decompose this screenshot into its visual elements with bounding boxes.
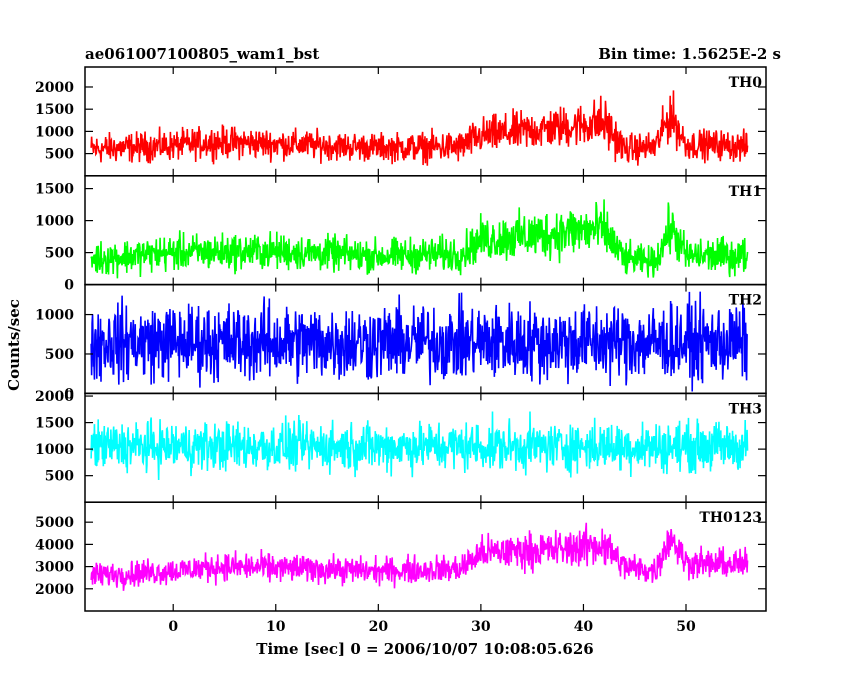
- y-axis-label: Counts/sec: [5, 299, 23, 391]
- panel-label: TH2: [729, 293, 762, 309]
- y-tick-label: 1500: [35, 416, 74, 432]
- panels-group: 500 1000 1500 2000 TH0 0 500 1000 1500 TH1 0 500 100…: [35, 66, 767, 612]
- y-tick-label: 2000: [35, 389, 74, 405]
- y-tick-label: 500: [45, 469, 74, 485]
- bin-time-label: Bin time: 1.5625E-2 s: [598, 45, 781, 63]
- panel-frame: [84, 501, 767, 612]
- series-th1: [90, 199, 749, 279]
- y-tick-label: 3000: [35, 560, 74, 576]
- plot-title: ae061007100805_wam1_bst: [85, 45, 319, 63]
- y-tick-label: 500: [45, 246, 74, 262]
- series-th3: [90, 411, 749, 480]
- panel-label: TH3: [729, 401, 762, 417]
- y-tick-label: 500: [45, 147, 74, 163]
- y-tick-label: 1000: [35, 442, 74, 458]
- x-axis-label: Time [sec] 0 = 2006/10/07 10:08:05.626: [256, 640, 593, 658]
- x-tick-label: 30: [471, 619, 491, 635]
- x-tick-label: 10: [266, 619, 286, 635]
- y-tick-label: 0: [64, 278, 74, 294]
- panel-label: TH1: [729, 184, 762, 200]
- x-tick-label: 0: [168, 619, 178, 635]
- panel-frame: [84, 175, 767, 286]
- y-tick-label: 500: [45, 347, 74, 363]
- panel-th3: 500 1000 1500 2000 TH3: [35, 389, 767, 503]
- x-tick-label: 40: [574, 619, 594, 635]
- y-tick-label: 4000: [35, 537, 74, 553]
- series-th0123: [90, 522, 749, 591]
- y-tick-label: 1500: [35, 102, 74, 118]
- panel-th0: 500 1000 1500 2000 TH0: [35, 66, 767, 177]
- panel-th1: 0 500 1000 1500 TH1: [35, 175, 767, 294]
- y-tick-label: 2000: [35, 80, 74, 96]
- x-tick-label: 20: [369, 619, 389, 635]
- series-th2: [90, 291, 748, 392]
- x-tick-label: 50: [676, 619, 696, 635]
- x-tick-labels: 0 10 20 30 40 50: [168, 619, 696, 635]
- panel-label: TH0123: [699, 510, 762, 526]
- panel-label: TH0: [729, 75, 763, 91]
- y-tick-label: 2000: [35, 582, 74, 598]
- y-tick-label: 1000: [35, 214, 74, 230]
- y-tick-label: 1000: [35, 124, 74, 140]
- y-tick-label: 1000: [35, 308, 74, 324]
- panel-th2: 0 500 1000 TH2: [35, 283, 767, 402]
- series-th0: [90, 90, 749, 166]
- panel-th0123: 2000 3000 4000 5000 TH0123: [35, 501, 767, 612]
- y-tick-label: 0: [64, 386, 74, 402]
- y-tick-label: 5000: [35, 515, 74, 531]
- y-tick-label: 1500: [35, 182, 74, 198]
